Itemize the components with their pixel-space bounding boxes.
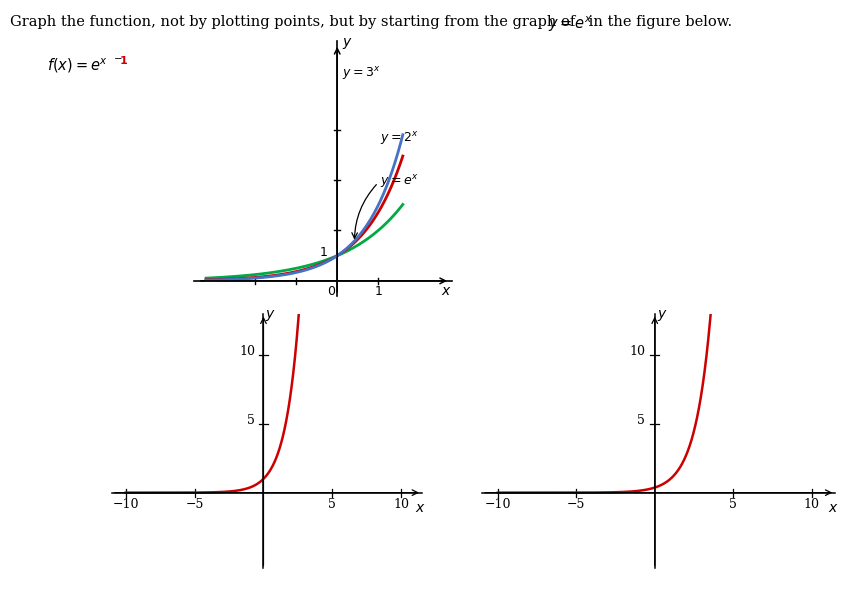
Text: Graph the function, not by plotting points, but by starting from the graph of: Graph the function, not by plotting poin… bbox=[10, 15, 580, 29]
Text: $x$: $x$ bbox=[415, 501, 426, 515]
Text: −5: −5 bbox=[567, 498, 585, 511]
Text: 10: 10 bbox=[239, 345, 255, 358]
Text: 5: 5 bbox=[729, 498, 737, 511]
Text: $x$: $x$ bbox=[828, 501, 839, 515]
Text: $f(x) = e^{x}$: $f(x) = e^{x}$ bbox=[47, 56, 108, 75]
Text: $x$: $x$ bbox=[441, 284, 451, 298]
Text: −5: −5 bbox=[185, 498, 204, 511]
Text: $y = 3^x$: $y = 3^x$ bbox=[342, 65, 381, 82]
Text: $y = 2^x$: $y = 2^x$ bbox=[381, 130, 418, 147]
Text: $y = e^x$: $y = e^x$ bbox=[381, 173, 418, 190]
Text: 10: 10 bbox=[393, 498, 409, 511]
Text: $0$: $0$ bbox=[326, 285, 336, 298]
Text: $^{-}$: $^{-}$ bbox=[113, 56, 122, 70]
Text: $1$: $1$ bbox=[319, 246, 328, 259]
Text: $y$: $y$ bbox=[342, 37, 353, 52]
Text: $y = e^x$: $y = e^x$ bbox=[548, 15, 592, 34]
Text: $y$: $y$ bbox=[657, 308, 668, 323]
Text: 5: 5 bbox=[637, 414, 646, 427]
Text: $^{\mathbf{1}}$: $^{\mathbf{1}}$ bbox=[119, 56, 128, 73]
Text: 5: 5 bbox=[247, 414, 255, 427]
Text: −10: −10 bbox=[113, 498, 139, 511]
Text: 5: 5 bbox=[328, 498, 337, 511]
Text: 10: 10 bbox=[629, 345, 646, 358]
Text: $y$: $y$ bbox=[265, 308, 276, 323]
Text: $1$: $1$ bbox=[374, 285, 382, 298]
Text: in the figure below.: in the figure below. bbox=[584, 15, 732, 29]
Text: 10: 10 bbox=[803, 498, 820, 511]
Text: −10: −10 bbox=[485, 498, 511, 511]
